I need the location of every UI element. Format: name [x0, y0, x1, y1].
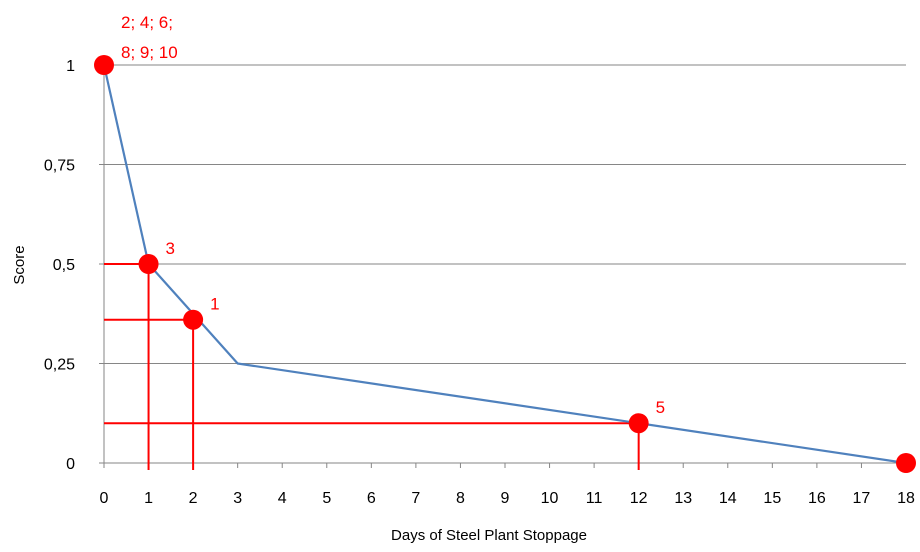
data-points [94, 55, 916, 473]
gridlines [104, 64, 906, 364]
x-tick-label-12: 12 [630, 490, 648, 507]
x-tick-label-11: 11 [586, 490, 603, 507]
x-axis-title: Days of Steel Plant Stoppage [391, 527, 587, 544]
point-label-3-0: 5 [656, 398, 665, 417]
x-tick-label-15: 15 [763, 490, 781, 507]
y-tick-label-0: 0 [66, 456, 75, 473]
x-tick-label-4: 4 [278, 490, 287, 507]
axes [99, 64, 907, 468]
x-tick-label-13: 13 [674, 490, 692, 507]
y-tick-label-3: 0,75 [44, 158, 75, 175]
y-tick-label-1: 0,25 [44, 357, 75, 374]
y-tick-label-4: 1 [66, 58, 75, 75]
point-marker-1 [138, 254, 159, 274]
x-tick-label-7: 7 [411, 490, 420, 507]
x-tick-label-2: 2 [189, 490, 198, 507]
point-label-2-0: 1 [210, 295, 219, 314]
point-label-0-1: 8; 9; 10 [121, 43, 178, 62]
x-tick-label-16: 16 [808, 490, 826, 507]
point-label-0-0: 2; 4; 6; [121, 13, 173, 32]
point-marker-4 [896, 453, 916, 473]
x-tick-label-14: 14 [719, 490, 737, 507]
y-tick-label-2: 0,5 [53, 257, 75, 274]
point-marker-0 [94, 55, 114, 75]
guide-lines [104, 263, 640, 470]
x-tick-label-1: 1 [144, 490, 153, 507]
x-tick-label-6: 6 [367, 490, 376, 507]
x-tick-label-9: 9 [501, 490, 510, 507]
x-tick-label-3: 3 [233, 490, 242, 507]
x-tick-label-17: 17 [853, 490, 871, 507]
x-tick-label-5: 5 [322, 490, 331, 507]
point-label-1-0: 3 [166, 239, 175, 258]
x-tick-label-18: 18 [897, 490, 915, 507]
x-tick-label-10: 10 [541, 490, 559, 507]
point-marker-3 [628, 413, 649, 434]
point-marker-2 [183, 309, 204, 330]
y-axis-title: Score [11, 245, 28, 284]
x-tick-label-0: 0 [100, 490, 109, 507]
x-tick-label-8: 8 [456, 490, 465, 507]
